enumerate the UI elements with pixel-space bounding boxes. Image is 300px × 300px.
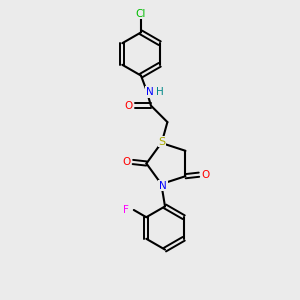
Text: O: O [122, 157, 130, 167]
Text: Cl: Cl [136, 8, 146, 19]
Text: O: O [124, 100, 133, 111]
Text: H: H [156, 87, 164, 97]
Text: O: O [201, 170, 210, 180]
Text: N: N [146, 87, 154, 97]
Text: F: F [123, 205, 129, 215]
Text: N: N [159, 181, 167, 190]
Text: S: S [158, 136, 166, 147]
